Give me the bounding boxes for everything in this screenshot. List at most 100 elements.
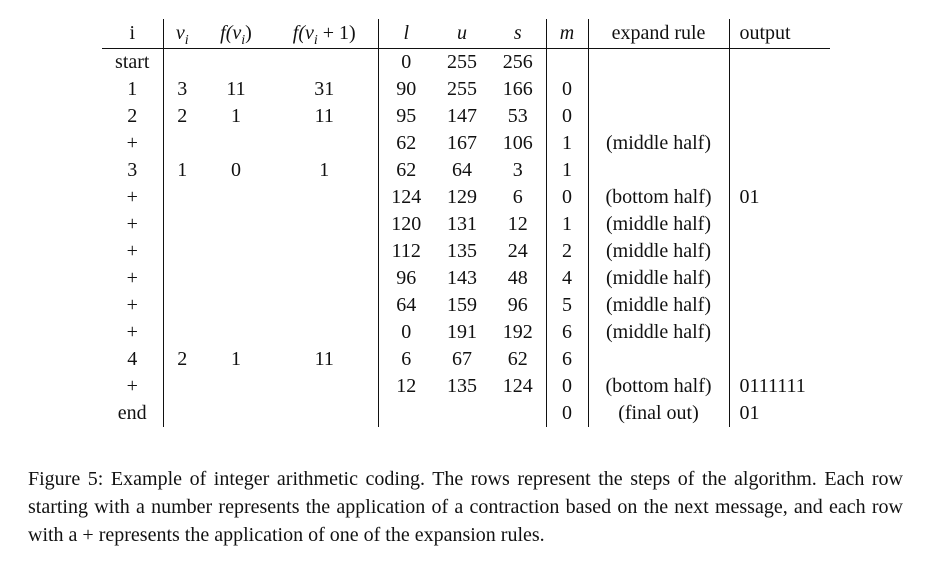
header-f-v: f(vi)	[201, 19, 271, 49]
cell-m: 0	[545, 373, 588, 400]
cell-f-v-plus-1	[271, 292, 378, 319]
cell-s: 12	[507, 213, 528, 235]
cell-u: 131	[447, 213, 477, 235]
cell-l: 96	[377, 265, 434, 292]
cell-l: 0	[377, 319, 434, 346]
cell-expand-rule: (middle half)	[587, 292, 729, 319]
cell-u: 191	[447, 321, 477, 343]
cell-expand-rule	[587, 157, 729, 184]
table-row: 4 2 1 11 6 67 62 6	[102, 346, 830, 373]
cell-i: +	[126, 267, 138, 289]
cell-f-v-plus-1	[271, 400, 378, 427]
cell-m: 1	[545, 130, 588, 157]
cell-i: end	[117, 402, 147, 424]
header-m: m	[545, 19, 588, 49]
table-header-row: i vi f(vi) f(vi + 1) l u s m expand rule…	[102, 19, 830, 49]
cell-expand-rule: (middle half)	[587, 319, 729, 346]
cell-s: 106	[502, 132, 533, 154]
cell-u: 147	[447, 105, 477, 127]
cell-expand-rule: (middle half)	[587, 238, 729, 265]
cell-m	[545, 48, 588, 76]
cell-m: 0	[545, 184, 588, 211]
cell-s: 62	[507, 348, 528, 370]
cell-l	[377, 400, 434, 427]
cell-expand-rule: (middle half)	[587, 211, 729, 238]
table-row: +120 131 12 1 (middle half)	[102, 211, 830, 238]
cell-output: 0111111	[728, 373, 830, 400]
cell-m: 1	[545, 157, 588, 184]
cell-output	[728, 48, 830, 76]
cell-l: 112	[377, 238, 434, 265]
table-row: +64 159 96 5 (middle half)	[102, 292, 830, 319]
cell-s: 124	[502, 375, 533, 397]
cell-i: +	[126, 186, 138, 208]
cell-output: 01	[728, 400, 830, 427]
cell-m: 6	[545, 319, 588, 346]
cell-v	[162, 319, 201, 346]
table-row: 2 2 1 11 95 147 53 0	[102, 103, 830, 130]
cell-l: 62	[377, 157, 434, 184]
cell-output	[728, 130, 830, 157]
cell-output	[728, 238, 830, 265]
cell-f-v	[201, 184, 271, 211]
header-l: l	[377, 19, 434, 49]
cell-output	[728, 319, 830, 346]
cell-f-v-plus-1	[271, 211, 378, 238]
cell-output	[728, 157, 830, 184]
cell-expand-rule	[587, 346, 729, 373]
cell-v: 2	[162, 103, 201, 130]
cell-f-v-plus-1: 31	[314, 78, 335, 100]
cell-l: 64	[377, 292, 434, 319]
cell-s: 192	[502, 321, 533, 343]
cell-m: 0	[545, 76, 588, 103]
cell-s: 6	[512, 186, 523, 208]
cell-expand-rule	[587, 48, 729, 76]
header-expand-rule: expand rule	[587, 19, 729, 49]
cell-i: 4	[127, 348, 138, 370]
cell-f-v: 0	[231, 159, 241, 181]
table-body: start 0 255 256 1 3 11 31 90 255 166 0 2 2 1 11 95 147 53 0…	[102, 48, 830, 427]
cell-v	[162, 400, 201, 427]
table-row: +112 135 24 2 (middle half)	[102, 238, 830, 265]
cell-v	[162, 373, 201, 400]
cell-output	[728, 76, 830, 103]
cell-u: 67	[452, 348, 472, 370]
cell-s: 166	[502, 78, 533, 100]
table-row: 1 3 11 31 90 255 166 0	[102, 76, 830, 103]
cell-expand-rule: (middle half)	[587, 265, 729, 292]
cell-output	[728, 103, 830, 130]
cell-l: 0	[377, 48, 434, 76]
cell-s: 96	[507, 294, 528, 316]
figure-caption: Figure 5: Example of integer arithmetic …	[28, 468, 903, 546]
cell-i: +	[126, 294, 138, 316]
cell-f-v	[201, 130, 271, 157]
cell-l: 62	[377, 130, 434, 157]
cell-f-v-plus-1	[271, 49, 378, 77]
cell-u: 135	[447, 240, 477, 262]
cell-v	[162, 130, 201, 157]
cell-expand-rule: (bottom half)	[587, 373, 729, 400]
cell-l: 12	[377, 373, 434, 400]
cell-s	[490, 400, 546, 427]
cell-v: 1	[162, 157, 201, 184]
cell-i: +	[126, 213, 138, 235]
cell-v	[162, 48, 201, 76]
cell-m: 1	[545, 211, 588, 238]
cell-expand-rule: (final out)	[587, 400, 729, 427]
cell-u: 255	[447, 78, 477, 100]
table-row: +96 143 48 4 (middle half)	[102, 265, 830, 292]
cell-output: 01	[728, 184, 830, 211]
cell-output	[728, 265, 830, 292]
cell-i: 3	[127, 159, 138, 181]
cell-f-v-plus-1	[271, 130, 378, 157]
cell-m: 5	[545, 292, 588, 319]
cell-l: 124	[377, 184, 434, 211]
table-row: start 0 255 256	[102, 48, 830, 77]
cell-i: +	[126, 240, 138, 262]
cell-u: 135	[447, 375, 477, 397]
header-output: output	[728, 19, 830, 49]
cell-f-v-plus-1: 11	[314, 105, 334, 127]
cell-output	[728, 346, 830, 373]
cell-expand-rule: (middle half)	[587, 130, 729, 157]
cell-v: 3	[162, 76, 201, 103]
